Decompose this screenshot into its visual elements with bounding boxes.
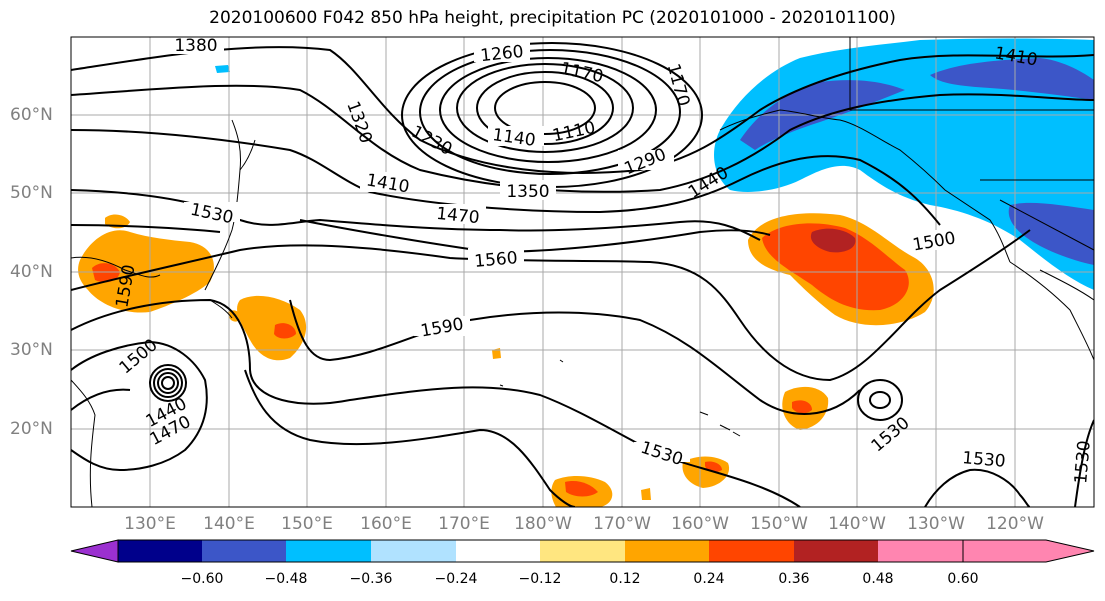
lon-label: 170°W bbox=[593, 514, 651, 534]
lat-label: 50°N bbox=[10, 183, 53, 203]
positive-precip-core bbox=[792, 400, 812, 414]
map-frame bbox=[70, 36, 1095, 508]
positive-precip-core bbox=[762, 223, 909, 311]
colorbar-tick-label: −0.48 bbox=[264, 571, 308, 587]
colorbar-segment bbox=[118, 540, 202, 562]
lon-label: 160°W bbox=[671, 514, 729, 534]
contour-label: 1260 bbox=[479, 42, 524, 66]
contour-label: 1530 bbox=[1071, 440, 1095, 485]
graticule bbox=[71, 37, 1094, 507]
colorbar-tick-label: −0.36 bbox=[349, 571, 393, 587]
positive-precip-core bbox=[92, 263, 120, 283]
lon-label: 150°E bbox=[281, 514, 333, 534]
positive-precip-region bbox=[237, 295, 307, 361]
colorbar-tick-label: −0.60 bbox=[180, 571, 224, 587]
colorbar-tick-label: 0.24 bbox=[693, 571, 725, 587]
positive-precip-region bbox=[492, 348, 501, 359]
precip-shading bbox=[78, 38, 1094, 507]
contour-label: 1470 bbox=[435, 204, 480, 228]
positive-precip-region bbox=[641, 488, 651, 500]
lat-label: 40°N bbox=[10, 262, 53, 282]
colorbar-segment bbox=[456, 540, 540, 562]
colorbar-extend-high bbox=[962, 539, 1095, 563]
positive-precip-max bbox=[810, 228, 856, 253]
colorbar-tick-label: 0.48 bbox=[862, 571, 894, 587]
colorbar-tick-label: −0.24 bbox=[434, 571, 478, 587]
colorbar-tick-label: −0.12 bbox=[518, 571, 562, 587]
contour-label: 1350 bbox=[506, 182, 549, 202]
lon-label: 130°E bbox=[124, 514, 176, 534]
lon-label: 160°E bbox=[360, 514, 412, 534]
negative-precip-light bbox=[215, 65, 230, 73]
lon-label: 170°E bbox=[438, 514, 490, 534]
colorbar-tick-label: 0.12 bbox=[609, 571, 641, 587]
colorbar-segment bbox=[625, 540, 709, 562]
colorbar-segment bbox=[286, 540, 371, 562]
colorbar-segment bbox=[371, 540, 456, 562]
positive-precip-core bbox=[565, 481, 598, 497]
lat-label: 60°N bbox=[10, 105, 53, 125]
contour-label: 1530 bbox=[961, 448, 1006, 472]
colorbar-segment bbox=[540, 540, 625, 562]
lon-label: 140°W bbox=[828, 514, 886, 534]
coastlines bbox=[71, 37, 1094, 507]
lon-label: 150°W bbox=[750, 514, 808, 534]
colorbar-segment bbox=[878, 540, 963, 562]
lat-label: 30°N bbox=[10, 340, 53, 360]
colorbar bbox=[70, 539, 1095, 563]
lon-label: 120°W bbox=[986, 514, 1044, 534]
lon-label: 180°W bbox=[514, 514, 572, 534]
colorbar-extend-low bbox=[70, 539, 119, 563]
colorbar-segment bbox=[202, 540, 286, 562]
colorbar-tick-label: 0.36 bbox=[778, 571, 810, 587]
positive-precip-core bbox=[274, 323, 296, 339]
contour-label: 1380 bbox=[174, 36, 217, 56]
colorbar-segment bbox=[709, 540, 794, 562]
colorbar-segment bbox=[794, 540, 878, 562]
colorbar-tick-label: 0.60 bbox=[947, 571, 979, 587]
lat-label: 20°N bbox=[10, 419, 53, 439]
lon-label: 140°E bbox=[203, 514, 255, 534]
negative-precip-core bbox=[1008, 202, 1094, 265]
map-title: 2020100600 F042 850 hPa height, precipit… bbox=[209, 8, 896, 28]
contour-label: 1560 bbox=[474, 248, 519, 272]
lon-label: 130°W bbox=[907, 514, 965, 534]
negative-precip-core bbox=[930, 58, 1094, 100]
